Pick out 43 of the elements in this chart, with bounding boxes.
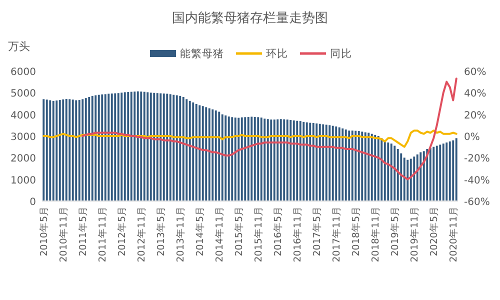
x-tick-label: 2018年5月: [350, 206, 362, 256]
legend-label: 环比: [266, 47, 288, 60]
x-tick-label: 2019年11月: [408, 206, 421, 262]
y2-tick-label: 20%: [464, 110, 486, 122]
x-tick-label: 2016年11月: [292, 206, 304, 262]
y-tick-label: 5000: [10, 88, 36, 100]
y-tick-label: 3000: [10, 132, 36, 143]
y-tick-label: 0: [30, 197, 36, 208]
x-tick-label: 2016年5月: [272, 206, 284, 256]
line-series: [82, 78, 458, 180]
y2-tick-label: -60%: [464, 197, 490, 208]
x-tick-label: 2018年11月: [370, 206, 382, 262]
y-tick-label: 2000: [10, 154, 36, 165]
x-tick-label: 2017年11月: [330, 206, 343, 262]
x-tick-label: 2020年5月: [428, 206, 440, 256]
x-tick-label: 2013年5月: [155, 206, 168, 256]
x-tick-label: 2020年11月: [448, 206, 460, 262]
chart-title: 国内能繁母猪存栏量走势图: [172, 11, 328, 26]
y-tick-label: 4000: [10, 110, 36, 122]
y2-tick-label: -20%: [464, 154, 490, 165]
y-tick-label: 1000: [10, 175, 36, 186]
x-tick-label: 2014年5月: [194, 206, 206, 256]
line-series: [42, 130, 458, 148]
y-axis-title: 万头: [8, 40, 30, 53]
legend-label: 能繁母猪: [180, 47, 224, 60]
x-tick-label: 2014年11月: [214, 206, 226, 262]
x-tick-label: 2011年5月: [77, 206, 90, 256]
x-tick-label: 2013年11月: [174, 206, 187, 262]
x-tick-label: 2011年11月: [96, 206, 109, 262]
y2-tick-label: 0%: [464, 132, 480, 143]
x-tick-label: 2017年5月: [311, 206, 324, 256]
x-tick-label: 2012年11月: [136, 206, 148, 262]
y2-tick-label: -40%: [464, 175, 490, 186]
x-tick-label: 2010年11月: [58, 206, 70, 262]
x-tick-label: 2012年5月: [116, 206, 128, 256]
x-tick-label: 2010年5月: [38, 206, 50, 256]
x-tick-label: 2015年11月: [252, 206, 265, 262]
y2-tick-label: 60%: [464, 67, 486, 78]
x-tick-label: 2015年5月: [233, 206, 246, 256]
y-tick-label: 6000: [10, 67, 36, 78]
y2-tick-label: 40%: [464, 88, 486, 100]
x-tick-label: 2019年5月: [389, 206, 402, 256]
legend-label: 同比: [330, 47, 352, 60]
